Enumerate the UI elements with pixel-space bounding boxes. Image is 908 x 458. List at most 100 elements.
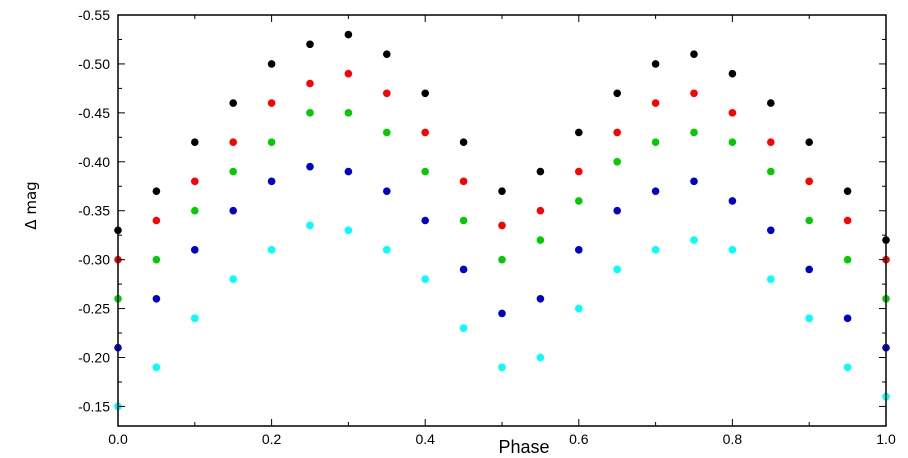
data-point — [306, 109, 314, 117]
series-2 — [114, 69, 890, 264]
data-point — [651, 187, 660, 195]
data-point — [459, 216, 468, 225]
data-point — [767, 99, 775, 107]
data-point — [613, 128, 621, 137]
data-point — [728, 246, 737, 254]
data-point — [229, 138, 237, 147]
data-point — [229, 275, 237, 284]
data-point — [805, 265, 813, 274]
data-point — [498, 309, 506, 318]
series-1 — [114, 30, 890, 244]
y-tick-label: -0.20 — [78, 350, 110, 366]
y-tick-label: -0.25 — [78, 301, 110, 317]
data-point — [229, 99, 237, 107]
data-point — [805, 216, 813, 225]
y-axis-title: Δ mag — [22, 181, 40, 229]
data-point — [498, 221, 506, 230]
data-point — [690, 128, 698, 137]
data-point — [152, 294, 161, 303]
data-point — [767, 275, 775, 284]
data-point — [267, 138, 276, 147]
data-point — [459, 177, 468, 186]
data-point — [306, 221, 314, 230]
data-point — [191, 206, 199, 215]
data-point — [306, 162, 314, 171]
data-point — [575, 128, 583, 137]
data-point — [728, 69, 737, 78]
data-point — [229, 206, 237, 215]
data-point — [152, 363, 161, 372]
data-point — [267, 177, 276, 186]
data-point — [498, 363, 506, 372]
data-point — [344, 167, 353, 176]
data-point — [843, 363, 852, 372]
data-point — [152, 216, 161, 225]
data-point — [383, 89, 391, 98]
data-point — [267, 60, 276, 68]
data-point — [344, 109, 353, 117]
data-point — [651, 99, 660, 107]
data-point — [191, 138, 199, 147]
data-point — [191, 246, 199, 254]
data-point — [690, 236, 698, 244]
data-point — [152, 187, 161, 195]
data-points — [114, 30, 890, 411]
y-tick-label: -0.35 — [78, 203, 110, 219]
data-point — [843, 187, 852, 195]
data-point — [536, 236, 545, 244]
data-point — [613, 157, 621, 166]
y-tick-label: -0.40 — [78, 154, 110, 170]
data-point — [421, 275, 430, 284]
data-point — [383, 187, 391, 195]
data-point — [805, 177, 813, 186]
data-point — [613, 265, 621, 274]
data-point — [229, 167, 237, 176]
data-point — [421, 128, 430, 137]
data-point — [459, 324, 468, 332]
y-tick-label: -0.15 — [78, 398, 110, 414]
y-tick-label: -0.55 — [78, 7, 110, 23]
data-point — [805, 138, 813, 147]
data-point — [575, 167, 583, 176]
data-point — [843, 314, 852, 323]
data-point — [498, 255, 506, 264]
data-point — [344, 69, 353, 78]
data-point — [575, 304, 583, 313]
data-point — [344, 226, 353, 235]
data-point — [536, 206, 545, 215]
data-point — [344, 30, 353, 39]
data-point — [728, 109, 737, 117]
data-point — [651, 60, 660, 68]
data-point — [191, 314, 199, 323]
data-point — [536, 167, 545, 176]
data-point — [767, 167, 775, 176]
data-point — [306, 40, 314, 49]
data-point — [651, 246, 660, 254]
data-point — [805, 314, 813, 323]
data-point — [306, 79, 314, 88]
x-tick-label: 0.8 — [723, 431, 743, 447]
data-point — [843, 255, 852, 264]
data-point — [536, 294, 545, 303]
data-point — [267, 99, 276, 107]
data-point — [267, 246, 276, 254]
data-point — [767, 138, 775, 147]
y-tick-label: -0.30 — [78, 252, 110, 268]
data-point — [575, 246, 583, 254]
data-point — [728, 138, 737, 147]
data-point — [152, 255, 161, 264]
data-point — [191, 177, 199, 186]
x-tick-label: 0.6 — [569, 431, 589, 447]
data-point — [421, 167, 430, 176]
data-point — [690, 50, 698, 58]
x-tick-label: 0.4 — [415, 431, 435, 447]
data-point — [383, 246, 391, 254]
y-tick-label: -0.50 — [78, 56, 110, 72]
x-tick-label: 0.2 — [262, 431, 282, 447]
data-point — [383, 50, 391, 58]
data-point — [421, 216, 430, 225]
series-3 — [114, 109, 890, 303]
data-point — [651, 138, 660, 147]
data-point — [613, 206, 621, 215]
